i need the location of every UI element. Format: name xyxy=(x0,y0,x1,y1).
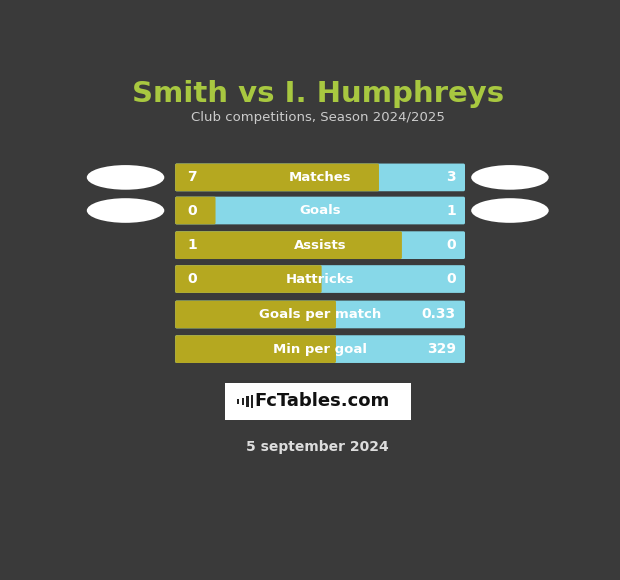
Text: 1: 1 xyxy=(187,238,197,252)
Ellipse shape xyxy=(471,165,549,190)
Text: Smith vs I. Humphreys: Smith vs I. Humphreys xyxy=(131,80,504,108)
Text: 0.33: 0.33 xyxy=(422,307,456,321)
FancyBboxPatch shape xyxy=(175,164,379,191)
Text: 0: 0 xyxy=(187,272,197,286)
Text: Matches: Matches xyxy=(289,171,352,184)
FancyBboxPatch shape xyxy=(175,265,322,293)
Bar xyxy=(237,399,239,404)
FancyBboxPatch shape xyxy=(175,335,465,363)
FancyBboxPatch shape xyxy=(175,197,465,224)
Text: Hattricks: Hattricks xyxy=(286,273,354,285)
Text: 0: 0 xyxy=(446,272,456,286)
Text: 0: 0 xyxy=(187,204,197,218)
FancyBboxPatch shape xyxy=(175,300,465,328)
Bar xyxy=(242,398,244,405)
Text: 0: 0 xyxy=(446,238,456,252)
Text: Goals: Goals xyxy=(299,204,341,217)
FancyBboxPatch shape xyxy=(175,335,336,363)
Bar xyxy=(247,396,249,407)
Ellipse shape xyxy=(87,165,164,190)
Ellipse shape xyxy=(471,198,549,223)
Text: 7: 7 xyxy=(187,171,197,184)
FancyBboxPatch shape xyxy=(175,197,216,224)
FancyBboxPatch shape xyxy=(175,231,402,259)
FancyBboxPatch shape xyxy=(175,265,465,293)
Text: Club competitions, Season 2024/2025: Club competitions, Season 2024/2025 xyxy=(191,111,445,124)
FancyBboxPatch shape xyxy=(175,231,465,259)
Text: 1: 1 xyxy=(446,204,456,218)
Ellipse shape xyxy=(87,198,164,223)
Text: FcTables.com: FcTables.com xyxy=(254,393,389,411)
FancyBboxPatch shape xyxy=(175,300,336,328)
Text: Assists: Assists xyxy=(294,238,347,252)
FancyBboxPatch shape xyxy=(175,164,465,191)
Text: Goals per match: Goals per match xyxy=(259,308,381,321)
Text: Min per goal: Min per goal xyxy=(273,343,367,356)
Bar xyxy=(251,394,254,408)
Text: 329: 329 xyxy=(427,342,456,356)
Text: 3: 3 xyxy=(446,171,456,184)
Text: 5 september 2024: 5 september 2024 xyxy=(246,440,389,454)
FancyBboxPatch shape xyxy=(224,383,410,420)
